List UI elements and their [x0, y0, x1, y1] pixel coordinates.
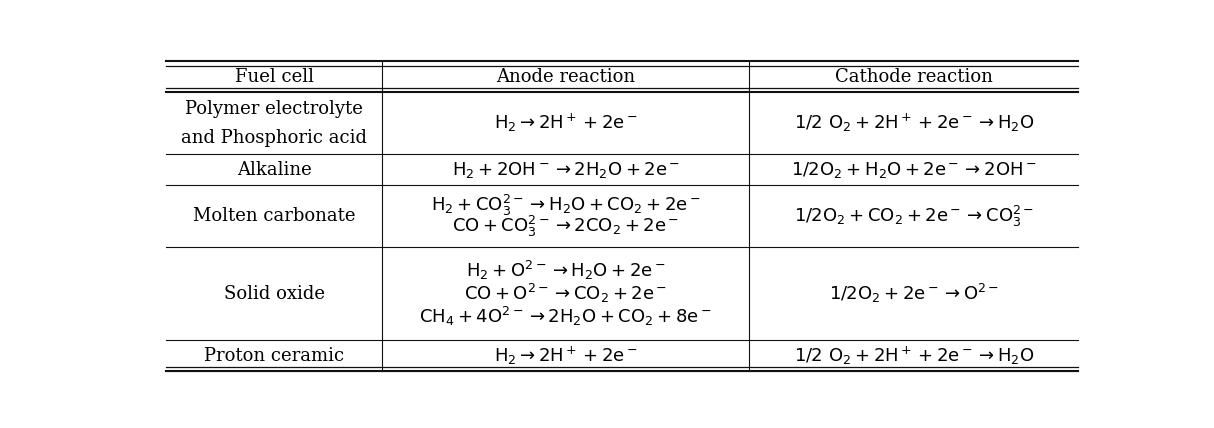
Text: Alkaline: Alkaline: [237, 160, 312, 178]
Text: Solid oxide: Solid oxide: [223, 285, 324, 303]
Text: Anode reaction: Anode reaction: [497, 68, 635, 86]
Text: Fuel cell: Fuel cell: [234, 68, 313, 86]
Text: $\mathrm{1/2O_2 + CO_2 + 2e^- \rightarrow CO_3^{2-}}$: $\mathrm{1/2O_2 + CO_2 + 2e^- \rightarro…: [794, 204, 1034, 229]
Text: $\mathrm{H_2 \rightarrow 2H^+ + 2e^-}$: $\mathrm{H_2 \rightarrow 2H^+ + 2e^-}$: [494, 345, 637, 367]
Text: $\mathrm{CO + O^{2-} \rightarrow CO_2 + 2e^-}$: $\mathrm{CO + O^{2-} \rightarrow CO_2 + …: [464, 282, 668, 305]
Text: $\mathrm{H_2 + CO_3^{2-} \rightarrow H_2O + CO_2 + 2e^-}$: $\mathrm{H_2 + CO_3^{2-} \rightarrow H_2…: [431, 193, 700, 218]
Text: $\mathrm{1/2\ O_2 + 2H^+ + 2e^- \rightarrow H_2O}$: $\mathrm{1/2\ O_2 + 2H^+ + 2e^- \rightar…: [794, 345, 1034, 367]
Text: $\mathrm{CH_4 + 4O^{2-} \rightarrow 2H_2O + CO_2 + 8e^-}$: $\mathrm{CH_4 + 4O^{2-} \rightarrow 2H_2…: [419, 305, 713, 328]
Text: $\mathrm{H_2 + O^{2-} \rightarrow H_2O + 2e^-}$: $\mathrm{H_2 + O^{2-} \rightarrow H_2O +…: [466, 259, 665, 282]
Text: Molten carbonate: Molten carbonate: [193, 207, 356, 225]
Text: $\mathrm{H_2 \rightarrow 2H^+ + 2e^-}$: $\mathrm{H_2 \rightarrow 2H^+ + 2e^-}$: [494, 112, 637, 134]
Text: Polymer electrolyte
and Phosphoric acid: Polymer electrolyte and Phosphoric acid: [181, 100, 367, 147]
Text: $\mathrm{1/2O_2 + 2e^- \rightarrow O^{2-}}$: $\mathrm{1/2O_2 + 2e^- \rightarrow O^{2-…: [829, 282, 999, 305]
Text: $\mathrm{CO + CO_3^{2-} \rightarrow 2CO_2 + 2e^-}$: $\mathrm{CO + CO_3^{2-} \rightarrow 2CO_…: [452, 214, 680, 239]
Text: $\mathrm{1/2\ O_2 + 2H^+ + 2e^- \rightarrow H_2O}$: $\mathrm{1/2\ O_2 + 2H^+ + 2e^- \rightar…: [794, 112, 1034, 134]
Text: Cathode reaction: Cathode reaction: [835, 68, 993, 86]
Text: $\mathrm{1/2O_2 + H_2O + 2e^- \rightarrow 2OH^-}$: $\mathrm{1/2O_2 + H_2O + 2e^- \rightarro…: [792, 160, 1037, 180]
Text: Proton ceramic: Proton ceramic: [204, 347, 344, 365]
Text: $\mathrm{H_2 + 2OH^- \rightarrow 2H_2O + 2e^-}$: $\mathrm{H_2 + 2OH^- \rightarrow 2H_2O +…: [452, 160, 680, 180]
